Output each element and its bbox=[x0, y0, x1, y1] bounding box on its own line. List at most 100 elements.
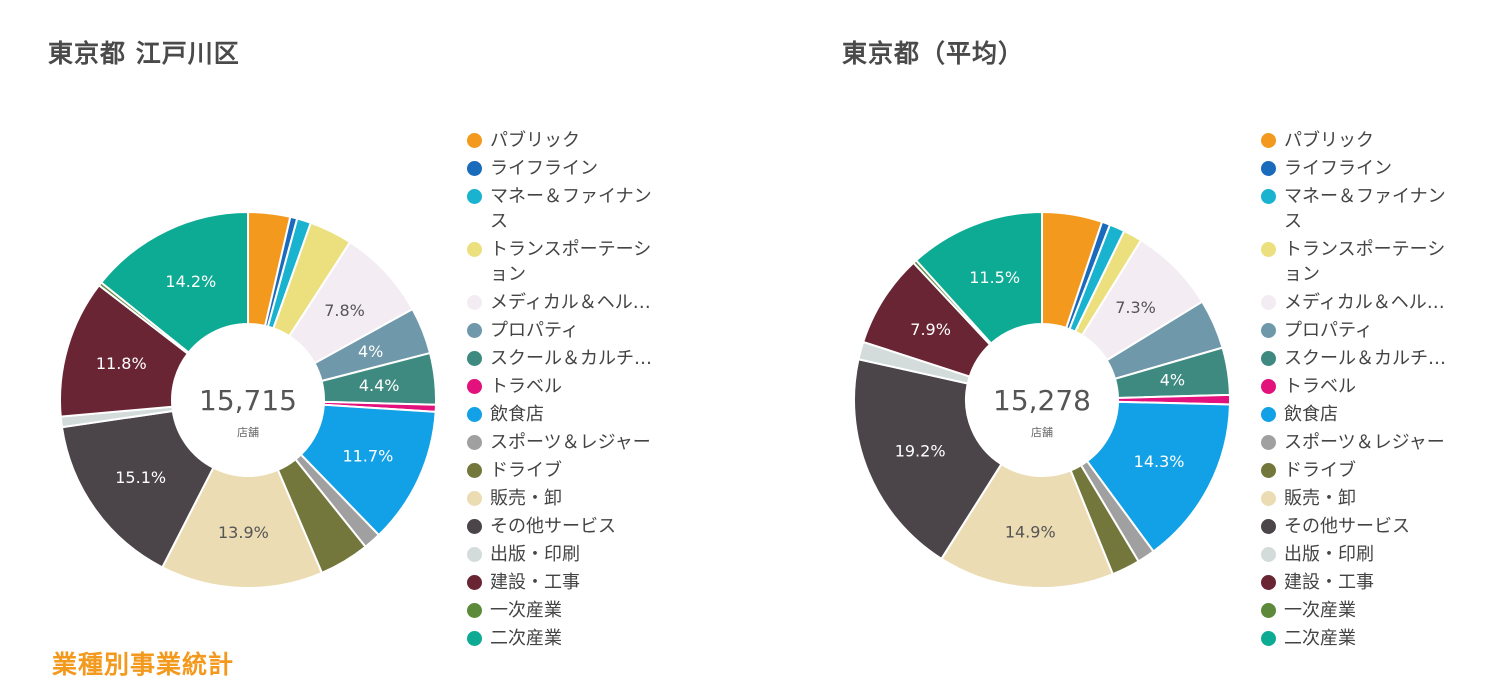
legend-item[interactable]: 一次産業 bbox=[467, 598, 667, 623]
legend-color-dot bbox=[467, 631, 482, 646]
legend-color-dot bbox=[1261, 631, 1276, 646]
legend-label: スクール＆カルチ… bbox=[490, 348, 652, 369]
legend-label: トラベル bbox=[490, 376, 562, 397]
legend-item[interactable]: スクール＆カルチ… bbox=[1261, 346, 1461, 371]
legend-color-dot bbox=[1261, 519, 1276, 534]
legend-label: その他サービス bbox=[1284, 516, 1410, 537]
center-unit-label: 店舗 bbox=[1031, 425, 1053, 439]
legend-color-dot bbox=[1261, 547, 1276, 562]
legend-label: マネー＆ファイナンス bbox=[490, 186, 652, 232]
legend-item[interactable]: その他サービス bbox=[1261, 514, 1461, 539]
legend-item[interactable]: 販売・卸 bbox=[1261, 486, 1461, 511]
legend-item[interactable]: プロパティ bbox=[467, 318, 667, 343]
legend-label: ドライブ bbox=[490, 460, 562, 481]
pie-slice-9[interactable] bbox=[1085, 400, 1231, 553]
legend-color-dot bbox=[1261, 407, 1276, 422]
legend-color-dot bbox=[1261, 575, 1276, 590]
chart-title: 東京都 江戸川区 bbox=[48, 39, 240, 68]
legend-item[interactable]: トラベル bbox=[1261, 374, 1461, 399]
legend-item[interactable]: 出版・印刷 bbox=[467, 542, 667, 567]
legend-color-dot bbox=[467, 133, 482, 148]
legend-color-dot bbox=[467, 491, 482, 506]
legend-label: プロパティ bbox=[490, 320, 579, 341]
legend-label: 販売・卸 bbox=[1284, 488, 1356, 509]
legend-label: マネー＆ファイナンス bbox=[1284, 186, 1446, 232]
legend-item[interactable]: 出版・印刷 bbox=[1261, 542, 1461, 567]
legend-item[interactable]: 飲食店 bbox=[1261, 402, 1461, 427]
legend-label: メディカル＆ヘル… bbox=[1284, 292, 1445, 313]
legend-item[interactable]: 二次産業 bbox=[1261, 626, 1461, 651]
chart-panel-tokyo-average: 東京都（平均） 7.3% 4% 14.3% 14.9% 19.2% 7.9% 11.5% 15… bbox=[794, 0, 1494, 699]
data-label: 13.9% bbox=[218, 523, 269, 542]
pie-slice-9[interactable] bbox=[299, 403, 437, 537]
pie-slice-15[interactable] bbox=[59, 283, 190, 418]
section-title: 業種別事業統計 bbox=[52, 650, 235, 679]
data-label: 7.9% bbox=[910, 320, 951, 339]
legend-item[interactable]: ドライブ bbox=[1261, 458, 1461, 483]
legend-color-dot bbox=[467, 463, 482, 478]
legend-color-dot bbox=[467, 435, 482, 450]
legend-item[interactable]: メディカル＆ヘル… bbox=[467, 290, 667, 315]
legend-color-dot bbox=[1261, 133, 1276, 148]
center-unit-label: 店舗 bbox=[237, 425, 259, 439]
data-label: 7.8% bbox=[324, 301, 365, 320]
legend-item[interactable]: メディカル＆ヘル… bbox=[1261, 290, 1461, 315]
data-label: 4.4% bbox=[359, 376, 400, 395]
legend-label: 飲食店 bbox=[490, 404, 544, 425]
pie-slice-17[interactable] bbox=[99, 210, 249, 354]
pie-slice-13[interactable] bbox=[853, 358, 1003, 561]
legend-label: トランスポーテーション bbox=[1284, 239, 1446, 285]
data-label: 4% bbox=[1160, 371, 1185, 390]
legend-item[interactable]: スポーツ＆レジャー bbox=[1261, 430, 1461, 455]
legend-item[interactable]: 建設・工事 bbox=[467, 570, 667, 595]
legend-item[interactable]: トランスポーテーション bbox=[1261, 237, 1461, 287]
legend-item[interactable]: スポーツ＆レジャー bbox=[467, 430, 667, 455]
data-label: 11.8% bbox=[96, 354, 147, 373]
legend-label: トランスポーテーション bbox=[490, 239, 652, 285]
legend-color-dot bbox=[467, 575, 482, 590]
legend-item[interactable]: トランスポーテーション bbox=[467, 237, 667, 287]
pie-slice-13[interactable] bbox=[60, 409, 215, 569]
data-label: 14.3% bbox=[1134, 452, 1185, 471]
pie-slice-17[interactable] bbox=[914, 210, 1043, 345]
legend-item[interactable]: 飲食店 bbox=[467, 402, 667, 427]
legend-color-dot bbox=[1261, 603, 1276, 618]
legend-item[interactable]: パブリック bbox=[467, 128, 667, 153]
legend-color-dot bbox=[1261, 323, 1276, 338]
legend-item[interactable]: マネー＆ファイナンス bbox=[467, 184, 667, 234]
pie-slice-12[interactable] bbox=[160, 466, 324, 589]
legend-item[interactable]: パブリック bbox=[1261, 128, 1461, 153]
legend-item[interactable]: プロパティ bbox=[1261, 318, 1461, 343]
legend-item[interactable]: スクール＆カルチ… bbox=[467, 346, 667, 371]
legend-item[interactable]: ライフライン bbox=[1261, 156, 1461, 181]
legend-color-dot bbox=[467, 407, 482, 422]
legend-label: 建設・工事 bbox=[490, 572, 580, 593]
legend-item[interactable]: トラベル bbox=[467, 374, 667, 399]
legend-item[interactable]: 建設・工事 bbox=[1261, 570, 1461, 595]
legend-color-dot bbox=[467, 161, 482, 176]
legend-item[interactable]: マネー＆ファイナンス bbox=[1261, 184, 1461, 234]
legend-label: 一次産業 bbox=[1284, 600, 1356, 621]
legend-label: ライフライン bbox=[1284, 158, 1392, 179]
legend-color-dot bbox=[467, 189, 482, 204]
legend-edogawa: パブリックライフラインマネー＆ファイナンス トランスポーテーションメディカル＆ヘル… bbox=[467, 128, 667, 654]
legend-item[interactable]: ドライブ bbox=[467, 458, 667, 483]
data-label: 7.3% bbox=[1115, 298, 1156, 317]
legend-item[interactable]: ライフライン bbox=[467, 156, 667, 181]
center-total-value: 15,715 bbox=[199, 384, 297, 417]
data-label: 4% bbox=[358, 342, 383, 361]
legend-tokyo-average: パブリックライフラインマネー＆ファイナンス トランスポーテーションメディカル＆ヘル… bbox=[1261, 128, 1461, 654]
legend-color-dot bbox=[1261, 189, 1276, 204]
legend-item[interactable]: その他サービス bbox=[467, 514, 667, 539]
legend-color-dot bbox=[1261, 463, 1276, 478]
legend-color-dot bbox=[1261, 491, 1276, 506]
legend-label: メディカル＆ヘル… bbox=[490, 292, 651, 313]
legend-label: 出版・印刷 bbox=[1284, 544, 1374, 565]
legend-item[interactable]: 二次産業 bbox=[467, 626, 667, 651]
legend-color-dot bbox=[467, 379, 482, 394]
legend-item[interactable]: 販売・卸 bbox=[467, 486, 667, 511]
pie-slice-12[interactable] bbox=[940, 462, 1115, 589]
legend-label: その他サービス bbox=[490, 516, 616, 537]
legend-item[interactable]: 一次産業 bbox=[1261, 598, 1461, 623]
legend-color-dot bbox=[1261, 161, 1276, 176]
